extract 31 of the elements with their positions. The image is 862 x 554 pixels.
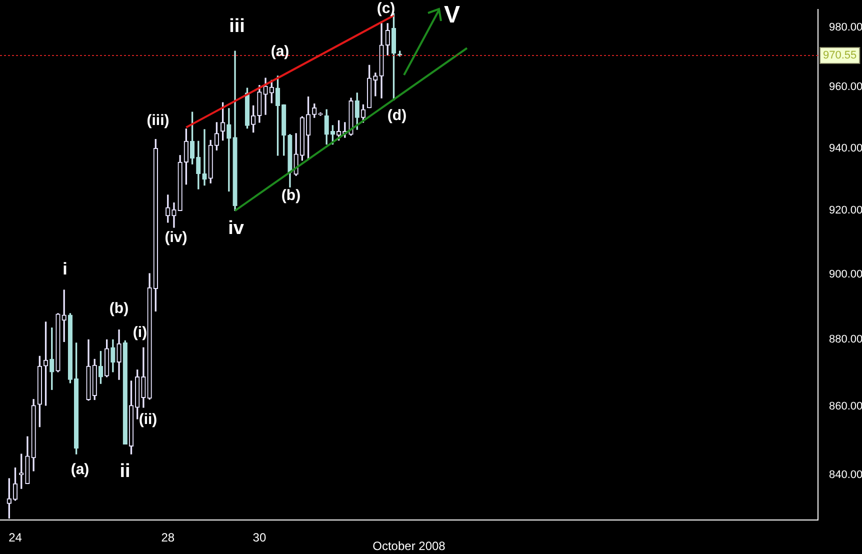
candlestick: [373, 72, 378, 96]
annotation: (iii): [146, 112, 170, 130]
y-tick-label: 960.00: [829, 81, 862, 94]
annotation: (iv): [164, 229, 188, 246]
annotation: (d): [387, 107, 407, 124]
annotation: (c): [376, 0, 396, 18]
annotation: (i): [132, 324, 148, 342]
y-tick-label: 920.00: [829, 204, 862, 217]
annotation: i: [62, 260, 68, 279]
y-tick-label: 980.00: [829, 21, 862, 34]
annotation: (a): [270, 43, 290, 60]
x-tick-label: 30: [252, 530, 266, 545]
ref-line-label: 970.55: [823, 49, 857, 62]
x-tick-label: 24: [8, 530, 22, 545]
annotation: (a): [70, 461, 90, 478]
annotation: V: [444, 2, 460, 29]
x-axis-title: October 2008: [372, 539, 446, 554]
candlestick: [202, 129, 207, 186]
candlestick: [172, 202, 176, 228]
annotation: (ii): [138, 411, 158, 428]
annotation: iv: [228, 218, 244, 240]
x-tick-label: 28: [161, 530, 175, 545]
y-tick-label: 880.00: [829, 334, 862, 346]
y-tick-label: 860.00: [829, 400, 862, 412]
y-tick-label: 840.00: [829, 468, 862, 481]
y-tick-label: 900.00: [829, 268, 862, 281]
annotation: ii: [120, 461, 130, 482]
y-tick-label: 940.00: [829, 142, 862, 154]
annotation: (b): [281, 187, 301, 204]
annotation: (b): [109, 300, 129, 318]
annotation: iii: [229, 16, 245, 38]
